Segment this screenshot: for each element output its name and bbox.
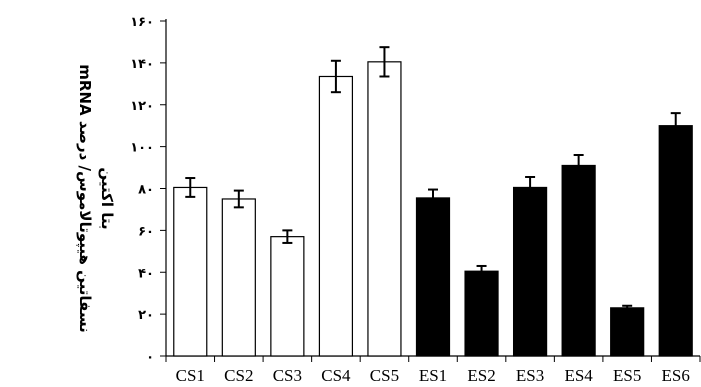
- y-axis-title-line: بتا اکتین: [98, 167, 116, 229]
- x-tick-label: ES4: [564, 366, 593, 385]
- y-tick-label: ۰: [146, 350, 154, 365]
- error-bar-cs1: [185, 177, 196, 198]
- x-tick-label: CS3: [273, 366, 302, 385]
- y-tick-label: ۲۰: [138, 308, 154, 323]
- error-bar-es6: [670, 112, 681, 140]
- x-tick-label: ES3: [516, 366, 544, 385]
- bar-es1: [415, 197, 451, 357]
- y-tick-label: ۱۰۰: [130, 141, 154, 156]
- bar-cs5: [367, 61, 402, 357]
- x-tick-label: CS4: [321, 366, 351, 385]
- bar-cs1: [173, 186, 208, 357]
- bar-cs3: [270, 236, 305, 357]
- y-tick-label: ۴۰: [138, 266, 154, 281]
- x-tick-label: CS1: [176, 366, 205, 385]
- bars: [173, 61, 693, 357]
- error-bar-es4: [573, 154, 584, 177]
- x-tick-label: ES6: [662, 366, 690, 385]
- x-tick-labels: CS1 CS2 CS3 CS4 CS5 ES1 ES2 ES3 ES4 ES5 ES6: [176, 366, 690, 385]
- bar-es6: [658, 125, 693, 357]
- error-bar-es1: [428, 188, 438, 208]
- error-bar-cs5: [379, 46, 390, 78]
- x-tick-label: ES1: [419, 366, 447, 385]
- x-tick-label: ES2: [467, 366, 495, 385]
- error-bar-cs2: [233, 189, 244, 209]
- y-tick-label: ۱۲۰: [130, 99, 154, 114]
- error-bar-es2: [476, 264, 487, 278]
- error-bar-es5: [622, 304, 633, 311]
- y-axis-title: mRNA نسفاتین هیپوتالاموس/ درصد بتا اکتین: [75, 64, 116, 332]
- error-bars: [185, 46, 681, 311]
- x-tick-label: CS5: [370, 366, 399, 385]
- error-bar-cs4: [330, 59, 341, 94]
- bar-es5: [610, 307, 645, 357]
- y-ticks: ۰ ۲۰ ۴۰ ۶۰ ۸۰ ۱۰۰ ۱۲۰ ۱۴۰ ۱۶۰: [130, 15, 166, 365]
- bar-es2: [464, 270, 499, 357]
- bar-cs2: [221, 198, 256, 357]
- x-tick-label: ES5: [613, 366, 641, 385]
- y-tick-label: ۱۶۰: [130, 15, 154, 30]
- bar-es4: [561, 164, 596, 357]
- bar-cs4: [318, 75, 354, 357]
- bar-es3: [512, 186, 548, 357]
- y-tick-label: ۱۴۰: [130, 57, 154, 72]
- y-tick-label: ۸۰: [138, 183, 154, 198]
- error-bar-es3: [525, 175, 536, 199]
- y-axis-title-line: mRNA نسفاتین هیپوتالاموس/ درصد: [75, 64, 94, 332]
- x-tick-label: CS2: [224, 366, 253, 385]
- error-bar-cs3: [282, 229, 293, 244]
- y-tick-label: ۶۰: [138, 224, 154, 239]
